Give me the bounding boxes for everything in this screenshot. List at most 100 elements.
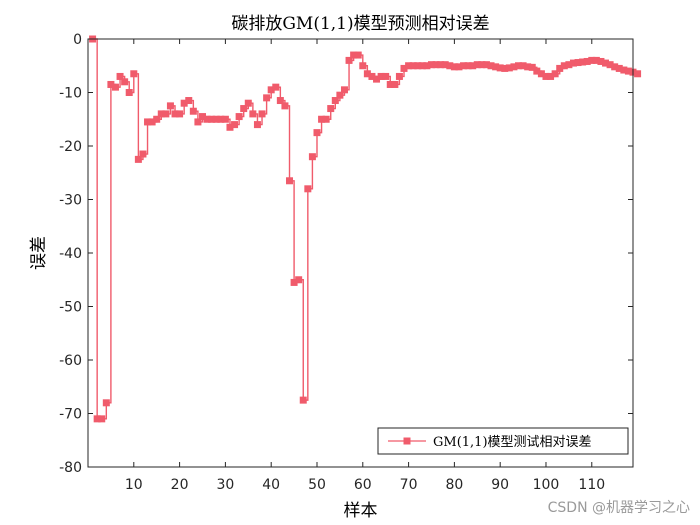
x-tick-label: 40 — [262, 477, 280, 493]
data-point — [340, 86, 348, 94]
data-point — [217, 115, 225, 123]
data-point — [624, 67, 632, 75]
data-point — [592, 56, 600, 64]
data-point — [519, 62, 527, 70]
data-point — [515, 62, 523, 70]
legend: GM(1,1)模型测试相对误差 — [377, 427, 629, 455]
data-point — [116, 72, 124, 80]
data-point — [139, 150, 147, 158]
x-tick-label: 100 — [533, 477, 560, 493]
data-point — [231, 121, 239, 129]
x-tick-label: 30 — [216, 477, 234, 493]
data-point — [368, 72, 376, 80]
y-tick-label: 0 — [73, 32, 82, 48]
data-point — [267, 86, 275, 94]
data-point — [93, 415, 101, 423]
data-point — [446, 62, 454, 70]
data-point — [597, 57, 605, 65]
data-point — [281, 102, 289, 110]
plot-area — [89, 35, 642, 423]
data-point — [611, 63, 619, 71]
data-point — [272, 83, 280, 91]
data-point — [473, 61, 481, 69]
data-point — [418, 62, 426, 70]
data-point — [290, 278, 298, 286]
data-point — [469, 62, 477, 70]
data-point — [148, 118, 156, 126]
data-point — [313, 129, 321, 137]
data-point — [157, 110, 165, 118]
data-point — [359, 62, 367, 70]
data-point — [363, 70, 371, 78]
data-point — [464, 62, 472, 70]
data-point — [345, 56, 353, 64]
data-point — [441, 61, 449, 69]
data-point — [373, 75, 381, 83]
data-point — [166, 102, 174, 110]
data-point — [615, 64, 623, 72]
data-point — [510, 63, 518, 71]
data-point — [318, 115, 326, 123]
y-tick-label: -20 — [59, 139, 82, 155]
data-point — [221, 115, 229, 123]
data-point — [533, 67, 541, 75]
data-point — [304, 185, 312, 193]
data-point — [198, 113, 206, 121]
y-tick-label: -60 — [59, 353, 82, 369]
data-point — [432, 61, 440, 69]
watermark: CSDN @机器学习之心 — [548, 500, 690, 516]
data-point — [450, 63, 458, 71]
legend-marker-sample — [403, 437, 411, 445]
data-point — [583, 57, 591, 65]
data-point — [588, 56, 596, 64]
data-point — [579, 58, 587, 66]
data-point — [395, 72, 403, 80]
data-point — [537, 70, 545, 78]
data-point — [501, 64, 509, 72]
data-point — [153, 115, 161, 123]
data-point — [487, 62, 495, 70]
data-point — [634, 70, 642, 78]
data-point — [180, 99, 188, 107]
data-point — [427, 61, 435, 69]
data-point — [185, 97, 193, 105]
data-point — [286, 177, 294, 185]
data-point — [244, 99, 252, 107]
data-point — [189, 107, 197, 115]
data-point — [295, 276, 303, 284]
data-point — [602, 59, 610, 67]
data-point — [121, 78, 129, 86]
data-point — [249, 110, 257, 118]
y-tick-label: -80 — [59, 460, 82, 476]
x-tick-label: 70 — [400, 477, 418, 493]
x-tick-label: 20 — [171, 477, 189, 493]
data-point — [208, 115, 216, 123]
data-point — [542, 72, 550, 80]
data-point — [377, 72, 385, 80]
data-point — [322, 115, 330, 123]
data-point — [620, 66, 628, 74]
data-point — [423, 62, 431, 70]
data-point — [400, 64, 408, 72]
data-point — [111, 83, 119, 91]
data-point — [386, 80, 394, 88]
data-point — [299, 396, 307, 404]
data-point — [350, 51, 358, 59]
data-point — [565, 61, 573, 69]
data-point — [308, 153, 316, 161]
data-point — [354, 51, 362, 59]
axes: 10 20 30 40 50 60 70 80 90 100 110 0 -10 -20 -30 -40 -50… — [59, 32, 634, 493]
data-point — [212, 115, 220, 123]
data-point — [134, 155, 142, 163]
data-point — [176, 110, 184, 118]
data-point — [258, 110, 266, 118]
data-point — [528, 63, 536, 71]
x-tick-label: 10 — [125, 477, 143, 493]
data-point — [437, 61, 445, 69]
data-point — [336, 91, 344, 99]
data-point — [327, 105, 335, 113]
data-point — [482, 61, 490, 69]
data-point — [162, 110, 170, 118]
legend-label: GM(1,1)模型测试相对误差 — [433, 435, 592, 450]
